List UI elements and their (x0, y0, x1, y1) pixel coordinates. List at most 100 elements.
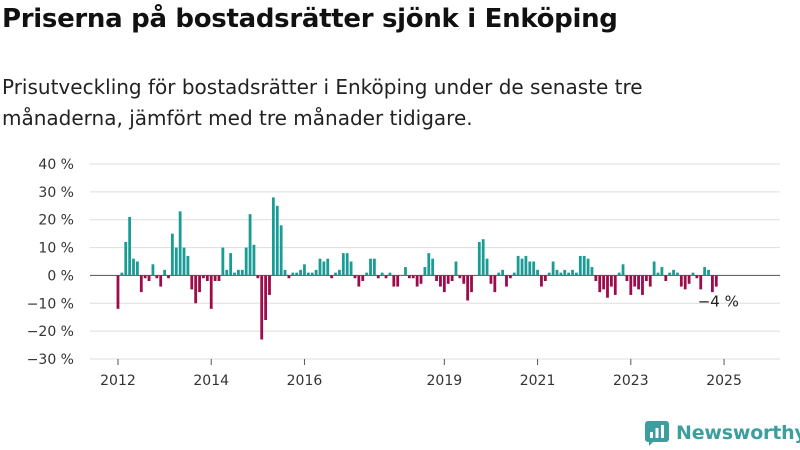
bar (376, 275, 380, 279)
bar (392, 275, 396, 287)
bar (237, 269, 240, 276)
y-tick-label: −10 % (27, 296, 74, 312)
bar (679, 275, 683, 287)
grid-lines (90, 163, 780, 360)
bar (330, 275, 334, 279)
bar (629, 275, 633, 295)
x-tick-label: 2021 (520, 373, 556, 389)
bar (598, 275, 602, 293)
bar (349, 261, 353, 276)
bar (314, 269, 318, 276)
bar (520, 258, 524, 276)
bar (341, 253, 345, 276)
bar (714, 275, 718, 287)
bar (384, 275, 388, 279)
bar (427, 253, 431, 276)
y-tick-label: 20 % (38, 213, 74, 229)
bar (334, 272, 337, 276)
bar (575, 272, 578, 276)
bar (155, 275, 159, 279)
y-tick-label: 30 % (38, 185, 74, 201)
bar (353, 275, 357, 279)
bar (260, 275, 264, 340)
bar (559, 272, 563, 276)
bar (641, 275, 644, 295)
bar (532, 261, 536, 276)
bar (116, 275, 120, 309)
bar (194, 275, 198, 304)
bar (648, 275, 652, 287)
bar (621, 264, 625, 276)
x-tick-label: 2014 (193, 373, 229, 389)
bar (571, 269, 574, 276)
bars (116, 197, 718, 340)
bar (159, 275, 163, 287)
bar (505, 275, 508, 287)
bar (310, 272, 314, 276)
bar (287, 275, 291, 279)
bar (361, 275, 365, 281)
bar (466, 275, 470, 301)
bar (540, 275, 543, 287)
bar (594, 275, 598, 281)
bar (240, 269, 244, 276)
bar (547, 272, 551, 276)
bar (306, 272, 310, 276)
bar (590, 267, 594, 276)
bar (512, 272, 516, 276)
bar (703, 267, 707, 276)
brand-logo: Newsworthy (644, 420, 800, 446)
bar (707, 269, 710, 276)
bar (143, 275, 147, 279)
bar (167, 275, 170, 279)
bar (497, 272, 501, 276)
bar (660, 267, 664, 276)
bar (551, 261, 555, 276)
bar (318, 258, 322, 276)
x-tick-label: 2019 (427, 373, 463, 389)
bar (609, 275, 613, 287)
bar (299, 269, 302, 276)
last-value-label: −4 % (698, 293, 739, 311)
bar (458, 275, 462, 279)
bar (120, 272, 124, 276)
bar (543, 275, 547, 281)
bar (365, 272, 369, 276)
bar (508, 275, 512, 279)
bar (225, 269, 229, 276)
x-tick-label: 2023 (613, 373, 649, 389)
bar (139, 275, 143, 293)
bar (407, 275, 411, 279)
bar (209, 275, 213, 309)
bar (586, 258, 590, 276)
bar (664, 275, 668, 281)
bar (644, 275, 648, 281)
bar (128, 216, 132, 276)
bar (124, 242, 128, 276)
bar (625, 275, 629, 281)
bar (633, 275, 637, 287)
bar (326, 258, 330, 276)
bar (691, 272, 695, 276)
bar (489, 275, 493, 284)
bar (357, 275, 361, 287)
chart-title: Priserna på bostadsrätter sjönk i Enköpi… (2, 4, 618, 34)
bar (275, 205, 279, 276)
bar (695, 275, 699, 279)
bar (252, 244, 256, 276)
bar (372, 258, 376, 276)
bar (485, 258, 489, 276)
bar (303, 264, 306, 276)
bar (256, 275, 260, 279)
bar (555, 269, 559, 276)
bar (233, 272, 236, 276)
chart-subtitle: Prisutveckling för bostadsrätter i Enköp… (2, 75, 643, 130)
bar (248, 214, 252, 276)
bar (388, 272, 392, 276)
brand-name: Newsworthy (676, 422, 800, 444)
bar (477, 242, 481, 276)
bar (470, 275, 473, 293)
bar (423, 267, 427, 276)
bar (283, 269, 287, 276)
bar (516, 255, 520, 276)
